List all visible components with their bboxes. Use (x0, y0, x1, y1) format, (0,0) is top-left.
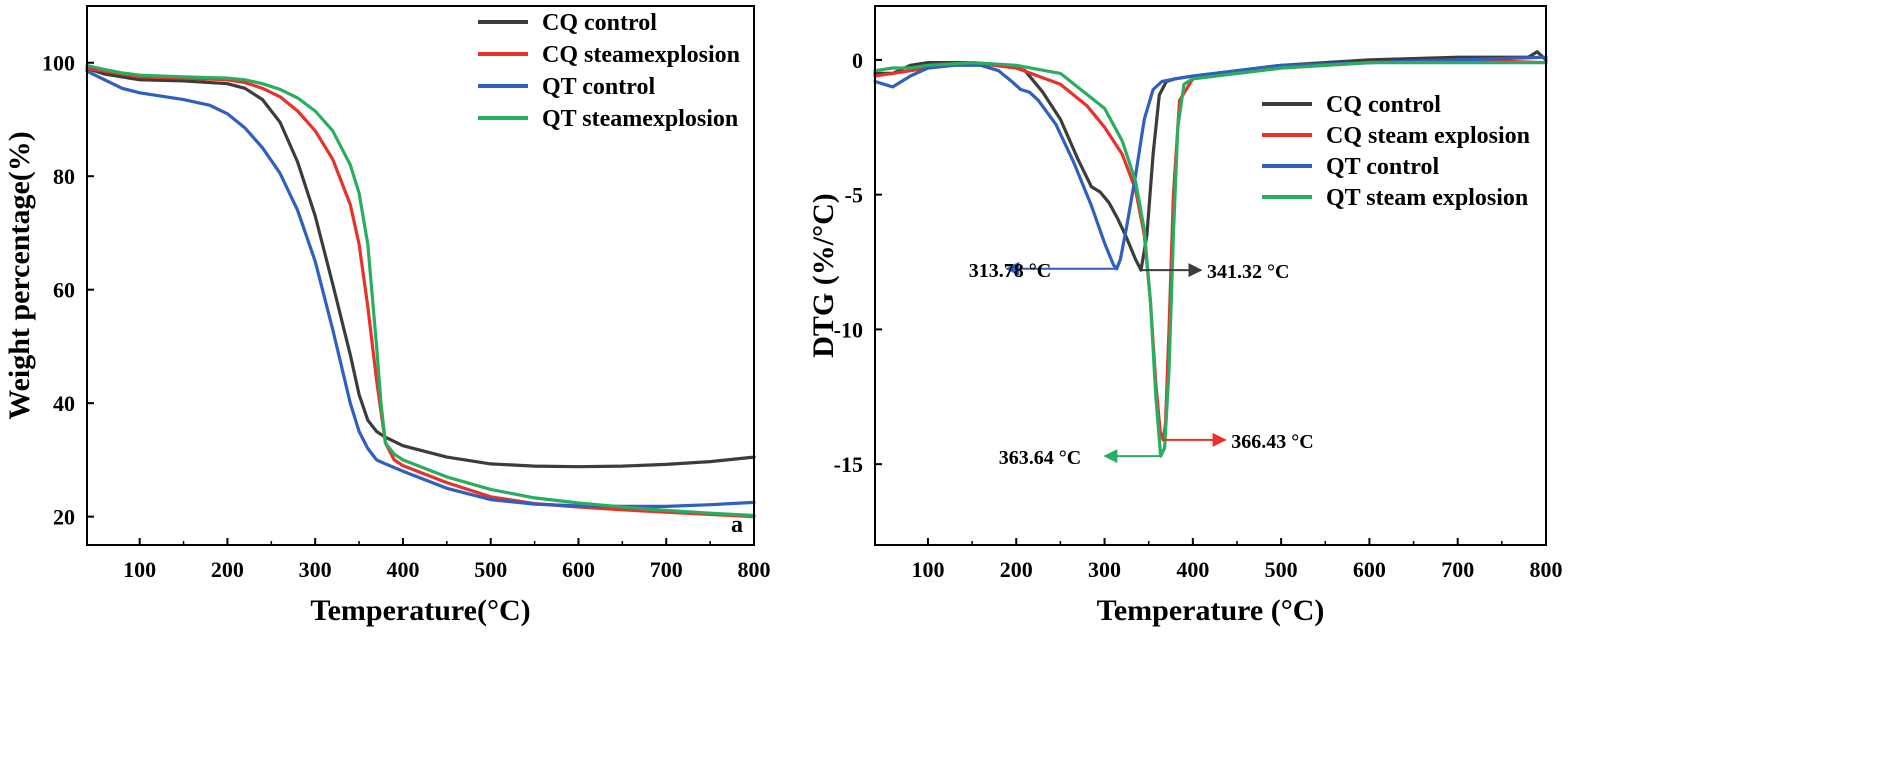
peak-annotation: 313.78 °C (969, 260, 1051, 282)
series-line-cq-control (85, 66, 756, 469)
plot-frame (874, 5, 1547, 546)
legend-label-cq-steamexplosion: CQ steamexplosion (542, 42, 740, 68)
legend-label-qt-control: QT control (1326, 154, 1439, 180)
series-line-qt-steam-explosion (873, 61, 1548, 458)
y-tick-label: 100 (42, 51, 75, 76)
y-tick-label: -15 (834, 452, 863, 477)
x-tick-label: 800 (1530, 557, 1563, 582)
y-axis-title: DTG (%/°C) (807, 193, 840, 358)
y-tick-label: -5 (845, 183, 863, 208)
peak-annotation: 341.32 °C (1207, 261, 1289, 283)
y-tick-label: 0 (852, 48, 863, 73)
chart-panel-2: 100 200 300 400 500 600 700 800 -15 -10 -5 0 Tempera… (807, 5, 1563, 627)
panel-label: a (731, 512, 743, 538)
series-line-cq-steam-explosion (873, 58, 1548, 442)
x-tick-label: 400 (386, 557, 419, 582)
y-tick-label: 60 (53, 278, 75, 303)
x-tick-label: 600 (562, 557, 595, 582)
x-tick-label: 200 (1000, 557, 1033, 582)
legend-label-cq-control: CQ control (1326, 92, 1441, 118)
legend-label-cq-control: CQ control (542, 10, 657, 36)
x-tick-label: 600 (1353, 557, 1386, 582)
peak-annotation: 366.43 °C (1231, 431, 1313, 453)
series-line-qt-control (873, 55, 1548, 271)
x-tick-label: 300 (299, 557, 332, 582)
y-tick-label: 40 (53, 391, 75, 416)
legend: CQ control CQ steam explosion QT control QT… (1262, 92, 1530, 211)
series-line-cq-control (873, 50, 1548, 272)
x-axis-title: Temperature(°C) (310, 594, 530, 627)
legend-label-cq-steam-explosion: CQ steam explosion (1326, 123, 1530, 149)
x-tick-label: 500 (1265, 557, 1298, 582)
legend: CQ control CQ steamexplosion QT control QT … (478, 10, 740, 132)
legend-label-qt-control: QT control (542, 74, 655, 100)
x-tick-label: 400 (1176, 557, 1209, 582)
y-tick-label: 80 (53, 164, 75, 189)
y-axis-title: Weight percentage(%) (3, 131, 36, 420)
legend-label-qt-steam-explosion: QT steam explosion (1326, 185, 1528, 211)
chart-panel-1: 100 200 300 400 500 600 700 800 20 40 60 80 100 Tempe… (3, 5, 771, 627)
x-tick-label: 100 (123, 557, 156, 582)
x-tick-label: 500 (474, 557, 507, 582)
x-tick-label: 700 (1441, 557, 1474, 582)
y-tick-label: -10 (834, 317, 863, 342)
x-tick-label: 800 (738, 557, 771, 582)
x-axis-title: Temperature (°C) (1097, 594, 1325, 627)
series-line-qt-steamexplosion (85, 63, 756, 518)
x-tick-label: 100 (911, 557, 944, 582)
x-tick-label: 300 (1088, 557, 1121, 582)
peak-annotation: 363.64 °C (999, 447, 1081, 469)
y-tick-label: 20 (53, 505, 75, 530)
x-tick-label: 200 (211, 557, 244, 582)
legend-label-qt-steamexplosion: QT steamexplosion (542, 106, 738, 132)
x-tick-label: 700 (650, 557, 683, 582)
plot-frame (86, 5, 755, 546)
series-line-qt-control (85, 69, 756, 508)
